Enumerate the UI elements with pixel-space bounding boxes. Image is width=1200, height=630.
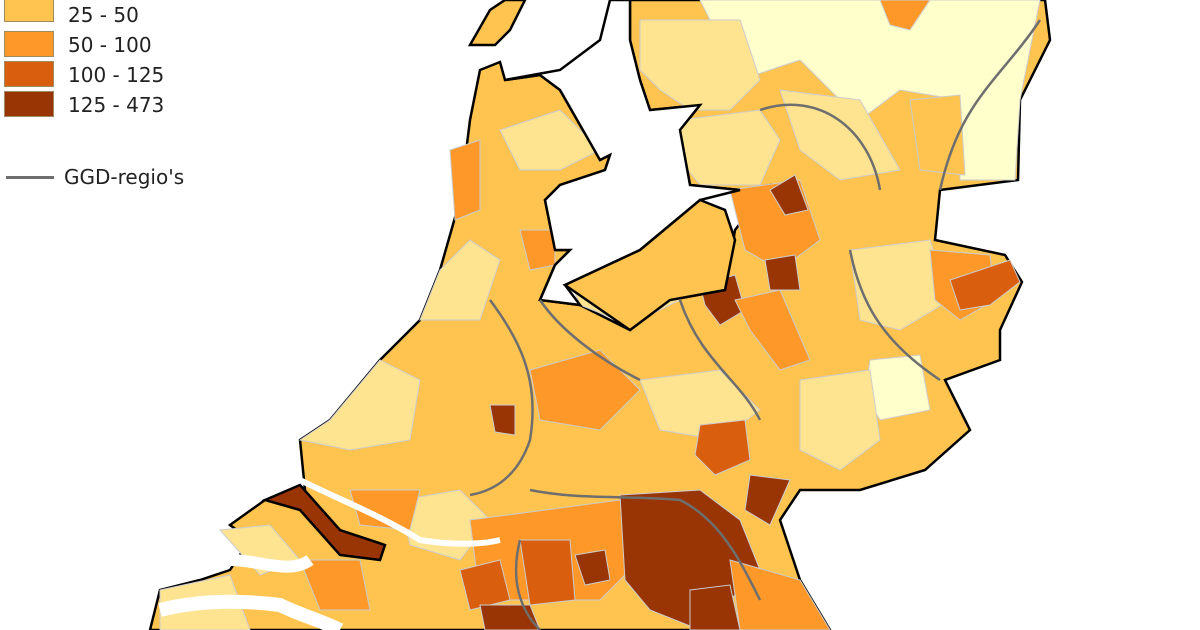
river [298,477,501,547]
water [158,0,741,630]
legend-swatch [4,61,54,87]
flevoland [562,198,737,332]
texel-island [467,0,527,47]
eastern-scheldt [229,554,314,573]
legend-swatch [4,31,54,57]
legend-item: 100 - 125 [4,60,164,88]
western-scheldt [158,594,344,630]
legend-label: 100 - 125 [68,63,165,87]
ggd-region-boundaries [469,19,1042,630]
legend-label: 25 - 50 [68,3,139,27]
ggd-boundary-label: GGD-regio's [64,165,185,189]
legend-item: 25 - 50 [4,0,139,28]
goeree-island [261,483,387,562]
legend-swatch [4,0,54,22]
legend-swatch [4,91,54,117]
legend-item: 50 - 100 [4,30,152,58]
legend-item: 125 - 473 [4,90,164,118]
legend-label: 125 - 473 [68,93,165,117]
legend-label: 50 - 100 [68,33,152,57]
ggd-boundary-swatch [6,176,54,179]
